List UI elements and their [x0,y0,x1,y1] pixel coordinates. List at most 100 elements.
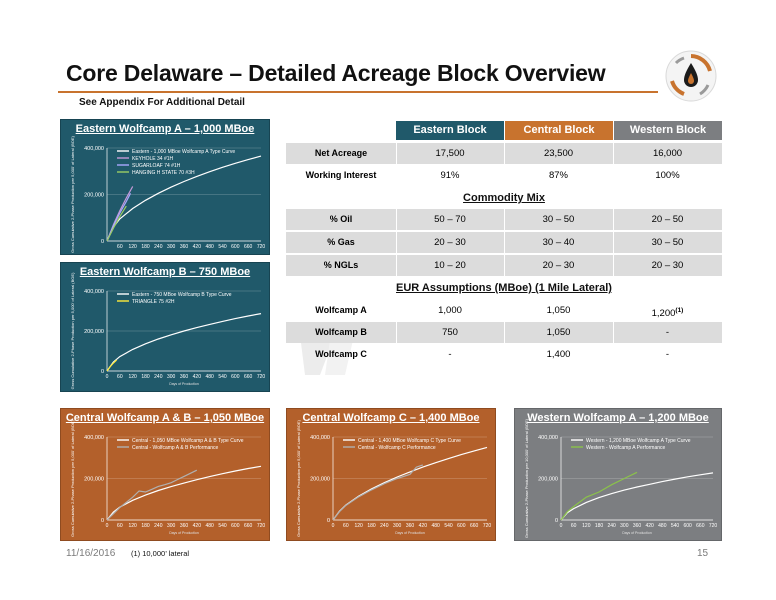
legend-label: Eastern - 750 MBoe Wolfcamp B Type Curve [132,292,232,298]
legend-label: Eastern - 1,000 MBoe Wolfcamp A Type Cur… [132,149,235,155]
x-tick-label: 540 [444,523,453,529]
cell-western: 20 – 50 [651,214,684,225]
table-row-working-interest: Working Interest 91% 87% 100% [286,165,722,186]
x-tick-label: 300 [167,523,176,529]
x-tick-label: 120 [354,523,363,529]
x-tick-label: 720 [257,244,266,250]
y-tick-label: 400,000 [310,435,330,441]
header-eastern-block: Eastern Block [396,121,504,140]
chart-title: Central Wolfcamp A & B – 1,050 MBoe [65,412,265,424]
row-label: Wolfcamp A [315,305,367,315]
cell-eastern: 10 – 20 [434,260,466,271]
y-axis-label: Gross Cumulative 2-Phase Production per … [70,272,75,389]
legend-label: Western - Wolfcamp A Performance [586,445,666,451]
series-line [332,464,423,521]
series-line [106,313,262,372]
chart-title: Central Wolfcamp C – 1,400 MBoe [302,412,480,424]
chart-eastern-wolfcamp-b: 0 200,000 400,000 0 60 120 180 240 300 360 420 480 5… [70,272,265,389]
x-tick-label: 480 [205,374,214,380]
x-tick-label: 720 [257,523,266,529]
cell-western: - [665,327,670,338]
x-tick-label: 120 [582,523,591,529]
row-label: Wolfcamp C [315,349,367,359]
cell-western: 16,000 [652,148,683,159]
x-tick-label: 240 [380,523,389,529]
x-tick-label: 720 [709,523,718,529]
cell-eastern: - [448,349,452,360]
cell-central: 1,400 [546,349,571,360]
x-tick-label: 60 [117,374,123,380]
cell-eastern: 1,000 [438,305,462,316]
x-axis-label: Days of Production [169,382,199,386]
cell-eastern: 17,500 [435,148,465,159]
chart-title: Western Wolfcamp A – 1,200 MBoe [527,412,709,424]
x-tick-label: 600 [231,244,240,250]
series-line [106,359,118,372]
legend-label: SUGARLOAF 74 #1H [132,163,181,169]
table-row-ngls: % NGLs 10 – 20 20 – 30 20 – 30 [286,255,722,276]
table-row-wolfcamp-c: Wolfcamp C - 1,400 - [286,344,722,365]
chart-western-wolfcamp-a: 0 200,000 400,000 0 60 120 180 240 300 360 420 480 5… [524,418,718,538]
x-tick-label: 120 [128,374,137,380]
x-tick-label: 180 [141,244,150,250]
cell-eastern: 750 [442,327,458,338]
chart-panel-central-wolfcamp-ab: Central Wolfcamp A & B – 1,050 MBoe 0 200… [60,408,270,541]
chart-panel-eastern-wolfcamp-a: Eastern Wolfcamp A – 1,000 MBoe 0 200,000… [60,119,270,255]
y-tick-label: 0 [327,518,330,524]
y-axis-label: Gross Cumulative 2-Phase Production per … [296,419,301,536]
footer-date: 11/16/2016 [66,548,116,559]
table-row-net-acreage: Net Acreage 17,500 23,500 16,000 [286,143,722,164]
x-tick-label: 360 [406,523,415,529]
x-tick-label: 420 [419,523,428,529]
y-axis-label: Gross Cumulative 2-Phase Production per … [70,419,75,536]
table-row-oil: % Oil 50 – 70 30 – 50 20 – 50 [286,209,722,230]
y-tick-label: 200,000 [538,477,558,483]
y-tick-label: 400,000 [538,435,558,441]
x-tick-label: 360 [633,523,642,529]
x-tick-label: 480 [658,523,667,529]
row-label: % Gas [327,237,355,247]
cell-central: 1,050 [546,305,571,316]
row-label: Net Acreage [314,148,368,158]
legend-label: HANGING H STATE 70 #3H [132,170,195,176]
series-line [106,205,127,242]
x-tick-label: 300 [167,374,176,380]
legend-label: KEYHOLE 34 #1H [132,156,174,162]
x-tick-label: 0 [106,374,109,380]
x-tick-label: 60 [571,523,577,529]
series-line [106,193,132,242]
cell-eastern: 50 – 70 [434,214,466,225]
cell-western: - [665,349,670,360]
x-tick-label: 300 [393,523,402,529]
legend-label: Central - Wolfcamp A & B Performance [132,445,219,451]
chart-central-wolfcamp-c: 0 200,000 400,000 0 60 120 180 240 300 360 420 480 5… [296,419,491,536]
y-axis-label: Gross Cumulative 2-Phase Production per … [524,418,529,538]
x-tick-label: 540 [218,374,227,380]
footnote-marker: (1) [675,307,684,314]
legend-label: TRIANGLE 75 #2H [132,299,175,305]
chart-title: Eastern Wolfcamp B – 750 MBoe [79,266,251,278]
x-tick-label: 0 [560,523,563,529]
y-tick-label: 200,000 [84,329,104,335]
series-line [332,446,488,521]
x-tick-label: 420 [645,523,654,529]
page-title: Core Delaware – Detailed Acreage Block O… [66,60,606,86]
x-tick-label: 540 [218,523,227,529]
x-tick-label: 180 [141,374,150,380]
x-tick-label: 660 [244,374,253,380]
x-tick-label: 360 [180,523,189,529]
x-tick-label: 0 [332,523,335,529]
x-tick-label: 600 [231,523,240,529]
x-axis-label: Days of Production [169,531,199,535]
chart-central-wolfcamp-ab: 0 200,000 400,000 0 60 120 180 240 300 360 420 480 5… [70,419,266,536]
y-tick-label: 0 [101,369,104,375]
cell-western: 30 – 50 [651,237,684,248]
cell-value: 1,200 [651,308,676,320]
table-row-wolfcamp-a: Wolfcamp A 1,000 1,050 1,200(1) [286,300,722,321]
y-tick-label: 0 [101,518,104,524]
x-tick-label: 660 [244,244,253,250]
x-tick-label: 480 [205,523,214,529]
cell-western: 20 – 30 [651,260,684,271]
series-line [106,465,262,521]
eur-title: EUR Assumptions (MBoe) (1 Mile Lateral) [396,282,612,294]
